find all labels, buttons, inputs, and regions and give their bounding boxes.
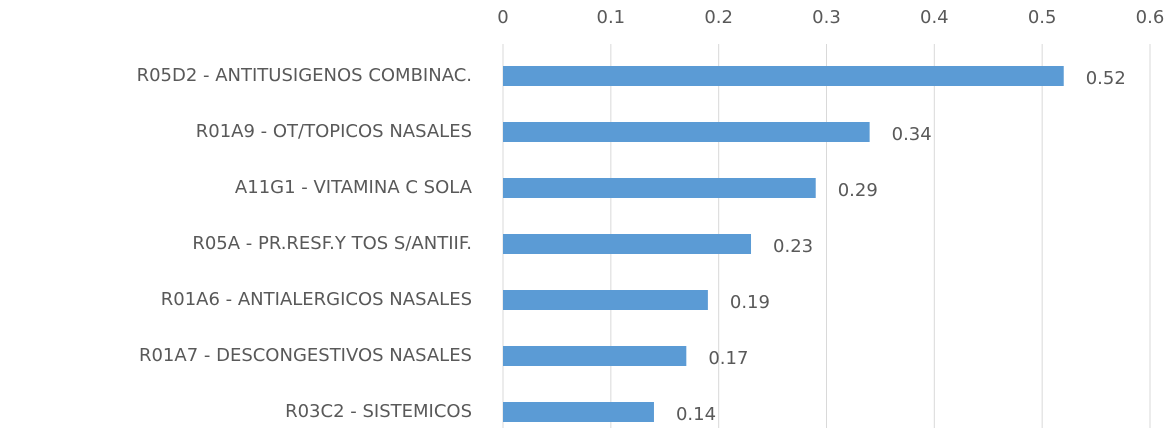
value-label: 0.52 [1086,68,1126,89]
bar [503,234,752,254]
y-tick-label: R01A7 - DESCONGESTIVOS NASALES [139,345,472,366]
x-tick-label: 0.1 [597,7,626,28]
y-tick-label: A11G1 - VITAMINA C SOLA [235,177,473,198]
x-tick-label: 0.2 [704,7,733,28]
y-tick-label: R01A6 - ANTIALERGICOS NASALES [161,289,472,310]
y-tick-label: R01A9 - OT/TOPICOS NASALES [196,121,472,142]
bar [503,346,687,366]
bar [503,66,1064,86]
value-label: 0.17 [708,348,748,369]
bar [503,122,870,142]
y-tick-label: R05A - PR.RESF.Y TOS S/ANTIIF. [192,233,472,254]
value-label: 0.23 [773,236,813,257]
x-tick-label: 0.3 [812,7,841,28]
value-label: 0.14 [676,404,716,425]
bar [503,402,654,422]
x-tick-label: 0.5 [1028,7,1057,28]
y-tick-label: R03C2 - SISTEMICOS [285,401,472,422]
y-tick-label: R05D2 - ANTITUSIGENOS COMBINAC. [137,65,472,86]
x-tick-label: 0.6 [1136,7,1165,28]
bar [503,178,816,198]
value-label: 0.19 [730,292,770,313]
x-tick-label: 0 [497,7,508,28]
value-label: 0.29 [838,180,878,201]
x-tick-label: 0.4 [920,7,949,28]
value-label: 0.34 [892,124,932,145]
bar [503,290,708,310]
